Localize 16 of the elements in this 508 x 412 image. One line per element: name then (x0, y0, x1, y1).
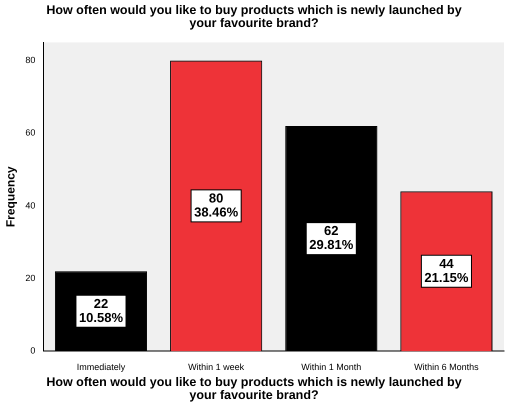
y-tick-label: 20 (25, 273, 36, 284)
chart-title: How often would you like to buy products which is newly launched by your favourite brand? (45, 2, 463, 32)
data-label: 44 21.15% (424, 256, 469, 285)
y-tick-label: 80 (25, 55, 36, 66)
x-tick-label: Within 1 week (188, 362, 245, 372)
y-tick-label: 40 (25, 200, 36, 210)
y-tick-label: 60 (25, 128, 36, 138)
x-tick-label: Within 6 Months (414, 362, 480, 372)
x-axis-title: How often would you like to buy products which is newly launched by your favourite brand? (45, 375, 463, 404)
x-tick-label: Within 1 Month (301, 362, 362, 372)
data-label: 22 10.58% (78, 296, 124, 325)
y-axis-title: Frequency (4, 166, 18, 228)
data-label: 62 29.81% (309, 223, 354, 252)
data-label: 80 38.46% (194, 190, 239, 220)
y-tick-label: 0 (30, 346, 36, 356)
x-tick-label: Immediately (76, 362, 126, 372)
